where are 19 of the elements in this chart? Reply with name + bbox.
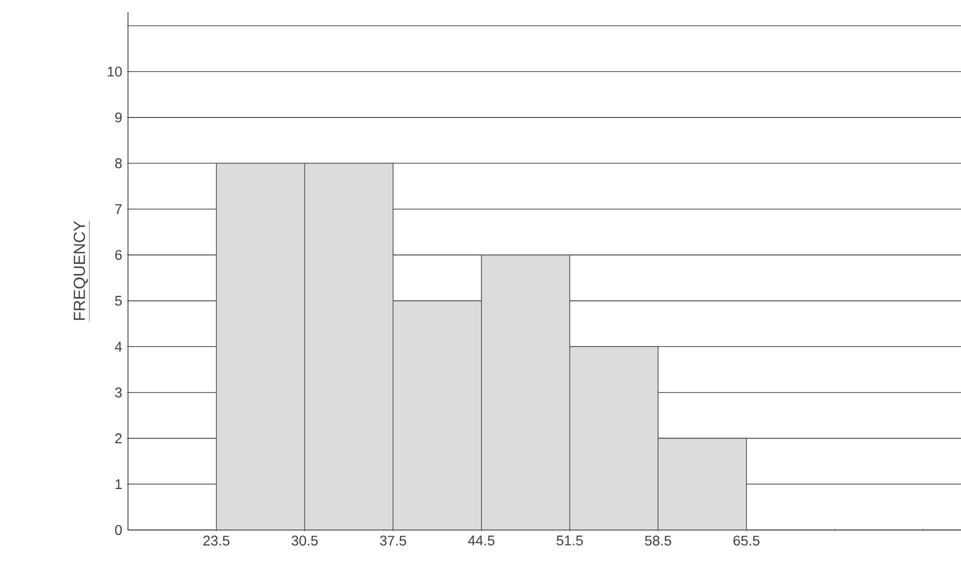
y-tick-label: 8	[115, 158, 122, 168]
y-tick-label: 6	[115, 250, 122, 260]
y-tick-label: 10	[108, 66, 122, 77]
y-tick-label: 7	[115, 204, 122, 214]
x-tick-label: 23.5	[203, 536, 230, 546]
x-tick-label: 44.5	[468, 536, 494, 546]
y-tick-label: 3	[115, 388, 122, 398]
y-tick-label: 9	[115, 112, 122, 122]
y-tick-label: 1	[116, 479, 122, 489]
x-tick-label: 58.5	[645, 536, 672, 546]
x-tick-label: 37.5	[380, 536, 406, 546]
y-tick-label: 4	[114, 342, 122, 352]
x-tick-label: 51.5	[556, 536, 583, 546]
x-tick-label: 65.5	[734, 536, 760, 546]
y-tick-label: 5	[115, 296, 122, 306]
y-axis-title: FREQUENCY	[74, 221, 88, 320]
y-tick-label: 0	[115, 525, 122, 535]
y-tick-label: 2	[115, 433, 122, 444]
x-tick-label: 30.5	[292, 536, 318, 546]
